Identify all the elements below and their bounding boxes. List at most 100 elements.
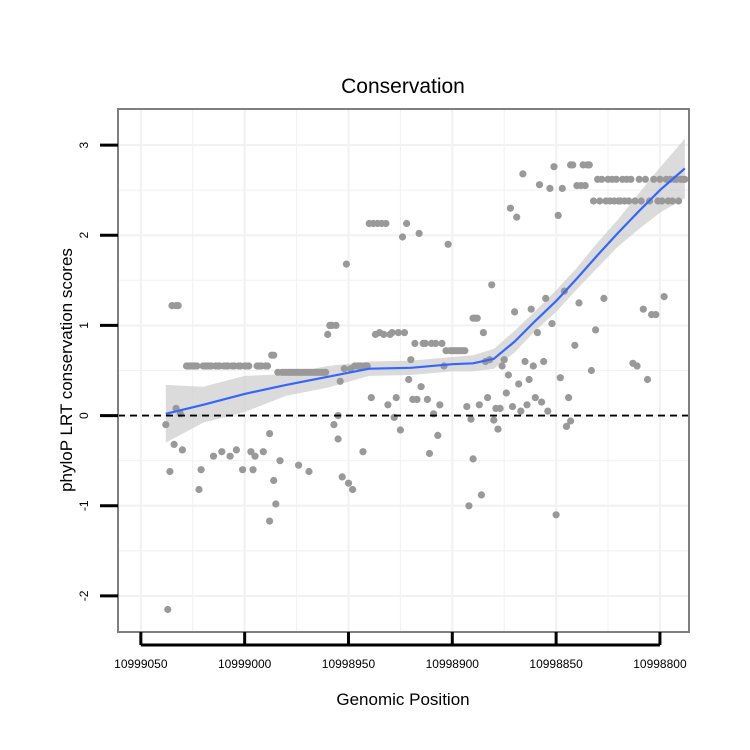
data-point: [508, 403, 517, 411]
data-point: [174, 302, 182, 310]
data-point: [521, 357, 529, 366]
data-point: [548, 320, 556, 328]
y-tick-label: -1: [77, 500, 91, 511]
data-point: [367, 394, 375, 402]
data-point: [569, 161, 577, 169]
axes-layer: 10999050 10999000 10998950 10998900 10998850…: [77, 141, 687, 671]
data-point: [322, 368, 330, 376]
data-point: [556, 374, 564, 382]
data-point: [506, 204, 514, 212]
data-point: [245, 362, 253, 370]
data-point: [637, 197, 645, 205]
data-point: [324, 330, 332, 338]
y-tick-label: 0: [77, 412, 91, 419]
data-point: [384, 401, 392, 409]
data-point: [650, 175, 658, 183]
data-point: [436, 401, 444, 409]
data-point: [197, 466, 205, 474]
confidence-ribbon-layer: [165, 138, 685, 443]
data-point: [226, 452, 234, 460]
data-point: [477, 491, 485, 499]
data-point: [334, 435, 342, 443]
data-point: [525, 375, 533, 384]
data-point: [266, 430, 274, 438]
data-point: [263, 362, 272, 370]
data-point: [658, 197, 666, 205]
data-point: [581, 182, 589, 190]
data-point: [513, 213, 521, 221]
data-point: [232, 446, 240, 454]
data-point: [596, 197, 604, 205]
data-point: [195, 485, 203, 494]
data-point: [249, 466, 257, 474]
data-point: [295, 461, 303, 469]
data-point: [490, 416, 498, 424]
data-point: [494, 425, 502, 433]
x-tick-label: 10998850: [529, 657, 583, 671]
data-point: [405, 375, 413, 384]
data-point: [475, 401, 483, 409]
data-point: [396, 426, 404, 434]
x-tick-label: 10999050: [114, 657, 168, 671]
data-point: [598, 175, 606, 183]
data-point: [535, 181, 544, 189]
data-point: [463, 403, 471, 411]
data-point: [538, 398, 546, 406]
data-point: [272, 500, 280, 508]
data-point: [166, 467, 174, 476]
data-point: [519, 170, 527, 178]
data-point: [544, 407, 552, 415]
data-point: [587, 366, 596, 375]
data-point: [552, 511, 560, 519]
smooth-layer: [165, 167, 686, 415]
data-point: [415, 229, 423, 237]
data-point: [527, 305, 535, 313]
data-point: [349, 485, 357, 494]
plot-frame: [117, 108, 690, 633]
data-point: [479, 329, 487, 337]
data-point: [631, 197, 639, 205]
data-point: [627, 175, 635, 183]
data-point: [434, 431, 442, 439]
x-tick-label: 10998800: [633, 657, 687, 671]
x-axis-label: Genomic Position: [336, 690, 469, 709]
data-point: [380, 330, 388, 338]
data-point: [444, 240, 452, 248]
data-point: [656, 175, 664, 183]
data-point: [502, 389, 510, 397]
data-point: [342, 260, 350, 268]
y-tick-label: -2: [77, 590, 91, 601]
data-point: [407, 356, 415, 364]
data-point: [270, 351, 278, 359]
data-point: [571, 341, 579, 349]
data-point: [515, 380, 523, 388]
data-point: [266, 517, 274, 525]
data-point: [432, 339, 440, 347]
data-point: [567, 417, 575, 425]
smooth-line: [165, 167, 686, 415]
data-point: [413, 395, 421, 403]
chart-title: Conservation: [341, 75, 465, 98]
data-point: [641, 175, 650, 183]
data-point: [382, 219, 390, 228]
data-point: [546, 184, 554, 192]
data-point: [193, 362, 201, 370]
points-layer: [162, 161, 689, 614]
data-point: [403, 219, 411, 228]
data-point: [498, 362, 506, 370]
data-point: [510, 308, 519, 316]
data-point: [411, 339, 419, 347]
data-point: [239, 466, 247, 474]
data-point: [251, 452, 259, 460]
data-point: [639, 305, 647, 313]
data-point: [531, 394, 539, 402]
data-point: [600, 294, 608, 302]
data-point: [496, 404, 504, 412]
data-point: [170, 440, 178, 448]
x-tick-label: 10998900: [426, 657, 480, 671]
data-point: [473, 314, 481, 322]
data-point: [400, 329, 409, 337]
data-point: [164, 605, 172, 614]
data-point: [540, 357, 548, 366]
data-point: [438, 339, 446, 347]
